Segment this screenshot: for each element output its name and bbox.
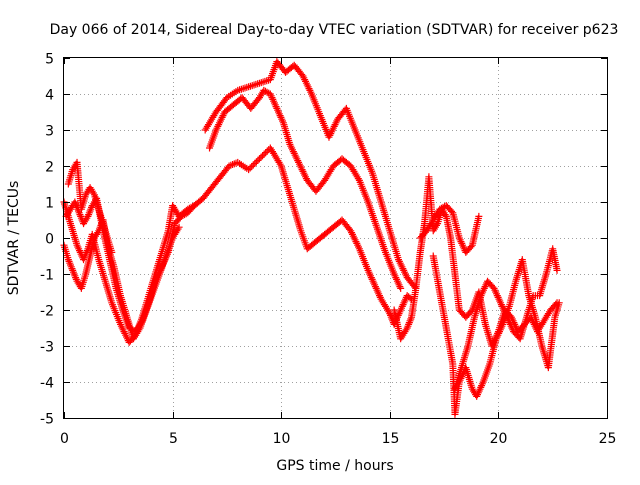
- grid-layer: [64, 58, 607, 418]
- plot-frame: [63, 57, 608, 419]
- data-point: [397, 284, 405, 292]
- series-track-2: [206, 86, 405, 292]
- data-point: [252, 158, 260, 166]
- data-point: [255, 155, 263, 163]
- series-track-3: [201, 58, 420, 292]
- y-tick-label: 1: [45, 196, 54, 212]
- data-point: [254, 156, 262, 164]
- y-axis-label: SDTVAR / TECUs: [6, 181, 22, 296]
- y-tick-label: 2: [45, 160, 54, 176]
- y-tick-label: 3: [45, 124, 54, 140]
- x-tick-label: 25: [599, 431, 617, 447]
- series-track-1: [60, 144, 416, 346]
- series-track-7: [429, 252, 563, 418]
- series-track-9: [416, 202, 483, 256]
- y-tick-label: 4: [45, 88, 54, 104]
- data-point: [249, 161, 257, 169]
- data-point: [257, 153, 265, 161]
- data-point: [553, 266, 561, 274]
- data-point: [259, 152, 267, 160]
- x-tick-label: 10: [273, 431, 291, 447]
- data-point: [251, 159, 259, 167]
- data-point: [248, 163, 256, 171]
- y-tick-label: -1: [40, 268, 54, 284]
- data-point: [245, 83, 253, 91]
- data-point: [189, 203, 197, 211]
- chart-title: Day 066 of 2014, Sidereal Day-to-day VTE…: [50, 22, 619, 38]
- data-point: [246, 164, 254, 172]
- data-point: [190, 202, 198, 210]
- data-point: [475, 212, 483, 220]
- y-tick-label: 0: [45, 232, 54, 248]
- data-point: [245, 166, 253, 174]
- data-point: [555, 299, 563, 307]
- x-tick-label: 0: [60, 431, 69, 447]
- y-tick-label: -4: [40, 376, 54, 392]
- x-tick-label: 20: [490, 431, 508, 447]
- y-tick-label: -2: [40, 304, 54, 320]
- x-tick-label: 5: [169, 431, 178, 447]
- tick-layer: 0 5 10 15 20 25 -5 -4 -3 -2 -1 0 1 2 3 4 5: [40, 52, 616, 448]
- data-point: [254, 80, 262, 88]
- x-tick-label: 15: [382, 431, 400, 447]
- data-point: [406, 294, 414, 302]
- y-tick-label: 5: [45, 52, 54, 68]
- data-point: [447, 207, 455, 215]
- x-axis-label: GPS time / hours: [276, 458, 393, 474]
- data-point: [263, 77, 271, 85]
- y-tick-label: -5: [40, 412, 54, 428]
- data-layer: [60, 58, 563, 418]
- data-point: [260, 150, 268, 158]
- data-point: [108, 248, 116, 256]
- data-point: [262, 149, 270, 157]
- y-tick-label: -3: [40, 340, 54, 356]
- series-track-8: [451, 245, 561, 393]
- series-track-10: [62, 194, 198, 336]
